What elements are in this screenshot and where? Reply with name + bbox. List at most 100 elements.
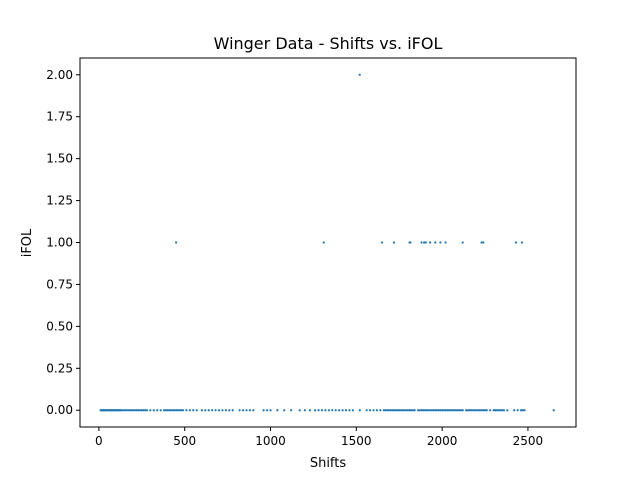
data-point-84 [314, 409, 317, 412]
data-point-122 [418, 409, 421, 412]
data-point-146 [459, 409, 463, 412]
data-point-108 [392, 409, 396, 412]
data-point-38 [144, 409, 147, 412]
data-point-126 [425, 409, 428, 412]
data-point-163 [494, 409, 497, 412]
data-point-52 [176, 409, 179, 412]
data-point-181 [409, 241, 412, 244]
data-points [99, 73, 555, 412]
data-point-97 [365, 409, 368, 412]
data-point-135 [441, 409, 444, 412]
data-point-32 [133, 409, 137, 412]
x-tick-label-1000: 1000 [255, 434, 286, 448]
data-point-183 [423, 241, 426, 244]
data-point-34 [137, 409, 140, 412]
data-point-162 [492, 409, 495, 412]
data-point-58 [192, 409, 195, 412]
data-point-101 [379, 409, 382, 412]
y-tick-label-0.00: 0.00 [46, 403, 73, 417]
data-point-89 [331, 409, 334, 412]
data-point-118 [410, 409, 413, 412]
data-point-192 [514, 241, 518, 244]
data-point-185 [429, 241, 432, 244]
data-point-116 [406, 409, 409, 412]
data-point-104 [386, 409, 389, 412]
data-point-133 [437, 409, 440, 412]
data-point-124 [422, 409, 425, 412]
data-point-105 [387, 409, 391, 412]
data-point-67 [224, 409, 227, 412]
data-point-152 [471, 409, 475, 412]
data-point-100 [375, 409, 379, 412]
data-point-33 [135, 409, 138, 412]
data-point-103 [384, 409, 387, 412]
data-point-153 [473, 409, 476, 412]
data-point-83 [308, 409, 312, 412]
data-point-111 [398, 409, 401, 412]
data-point-173 [521, 409, 524, 412]
data-point-172 [519, 409, 523, 412]
data-point-175 [552, 409, 555, 412]
data-point-49 [171, 409, 174, 412]
data-point-40 [149, 409, 152, 412]
data-point-145 [458, 409, 461, 412]
data-point-191 [482, 241, 485, 244]
data-point-178 [380, 241, 384, 244]
data-point-123 [420, 409, 423, 412]
data-point-65 [217, 409, 221, 412]
data-point-27 [125, 409, 128, 412]
data-point-96 [358, 409, 361, 412]
data-point-80 [290, 409, 293, 412]
x-tick-label-2500: 2500 [513, 434, 544, 448]
data-point-190 [480, 241, 483, 244]
y-tick-label-0.50: 0.50 [46, 319, 73, 333]
data-point-139 [447, 409, 451, 412]
data-point-86 [320, 409, 324, 412]
data-point-77 [269, 409, 272, 412]
y-tick-label-1.00: 1.00 [46, 236, 73, 250]
data-point-71 [241, 409, 245, 412]
data-point-110 [396, 409, 399, 412]
data-point-28 [126, 409, 130, 412]
data-point-129 [430, 409, 433, 412]
data-point-140 [449, 409, 452, 412]
data-point-154 [475, 409, 478, 412]
data-point-166 [499, 409, 502, 412]
data-point-61 [204, 409, 207, 412]
data-point-120 [413, 409, 416, 412]
data-point-42 [156, 409, 159, 412]
data-point-82 [303, 409, 306, 412]
data-point-51 [175, 409, 178, 412]
data-point-24 [120, 409, 123, 412]
data-point-142 [453, 409, 456, 412]
data-point-127 [427, 409, 430, 412]
data-point-99 [372, 409, 375, 412]
data-point-30 [130, 409, 133, 412]
data-point-167 [501, 409, 504, 412]
data-point-128 [429, 409, 432, 412]
data-point-94 [348, 409, 351, 412]
data-point-31 [132, 409, 135, 412]
data-point-39 [145, 409, 149, 412]
data-point-112 [399, 409, 403, 412]
y-tick-label-1.50: 1.50 [46, 152, 73, 166]
data-point-93 [344, 409, 348, 412]
x-tick-label-1500: 1500 [341, 434, 372, 448]
data-point-156 [478, 409, 481, 412]
data-point-151 [470, 409, 473, 412]
data-point-36 [140, 409, 143, 412]
data-point-81 [298, 409, 301, 412]
data-point-109 [394, 409, 397, 412]
data-point-138 [446, 409, 449, 412]
data-point-117 [408, 409, 411, 412]
data-point-141 [451, 409, 454, 412]
data-point-119 [411, 409, 415, 412]
data-point-169 [506, 409, 509, 412]
x-tick-label-2000: 2000 [427, 434, 458, 448]
data-point-64 [214, 409, 217, 412]
data-point-149 [466, 409, 469, 412]
data-point-121 [417, 409, 420, 412]
data-point-46 [166, 409, 169, 412]
data-point-54 [180, 409, 183, 412]
